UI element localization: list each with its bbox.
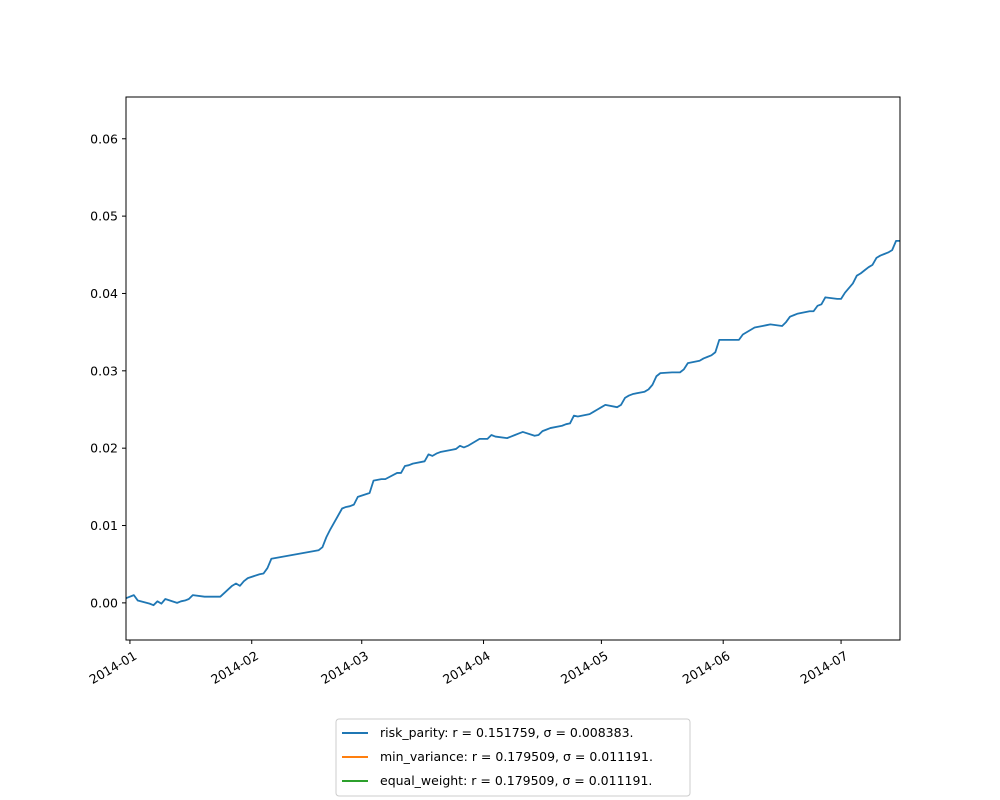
x-tick-label: 2014-02 [208, 648, 261, 687]
x-tick-label: 2014-07 [798, 648, 851, 687]
plot-frame [125, 96, 901, 641]
y-tick-label: 0.00 [90, 595, 118, 610]
x-tick-label: 2014-01 [86, 648, 139, 687]
y-axis: 0.00 0.01 0.02 0.03 0.04 0.05 0.06 [90, 131, 126, 610]
series-layer [126, 239, 900, 607]
x-tick-label: 2014-03 [318, 648, 371, 687]
y-tick-label: 0.06 [90, 131, 118, 146]
y-tick-label: 0.02 [90, 441, 118, 456]
x-tick-label: 2014-06 [680, 648, 733, 687]
legend-label-min-variance: min_variance: r = 0.179509, σ = 0.011191… [380, 749, 653, 764]
x-axis: 2014-01 2014-02 2014-03 2014-04 2014-05 2014-… [86, 640, 850, 687]
legend-label-equal-weight: equal_weight: r = 0.179509, σ = 0.011191… [380, 773, 652, 788]
x-tick-label: 2014-04 [440, 648, 493, 687]
series-line-risk-parity [126, 239, 900, 607]
plot-area [126, 97, 900, 640]
y-tick-label: 0.05 [90, 209, 118, 224]
y-tick-label: 0.01 [90, 518, 118, 533]
legend-box [335, 718, 691, 797]
x-tick-label: 2014-05 [558, 648, 611, 687]
legend-label-risk-parity: risk_parity: r = 0.151759, σ = 0.008383. [380, 725, 634, 740]
y-tick-label: 0.03 [90, 363, 118, 378]
legend: risk_parity: r = 0.151759, σ = 0.008383.… [335, 718, 691, 797]
y-tick-label: 0.04 [90, 286, 118, 301]
